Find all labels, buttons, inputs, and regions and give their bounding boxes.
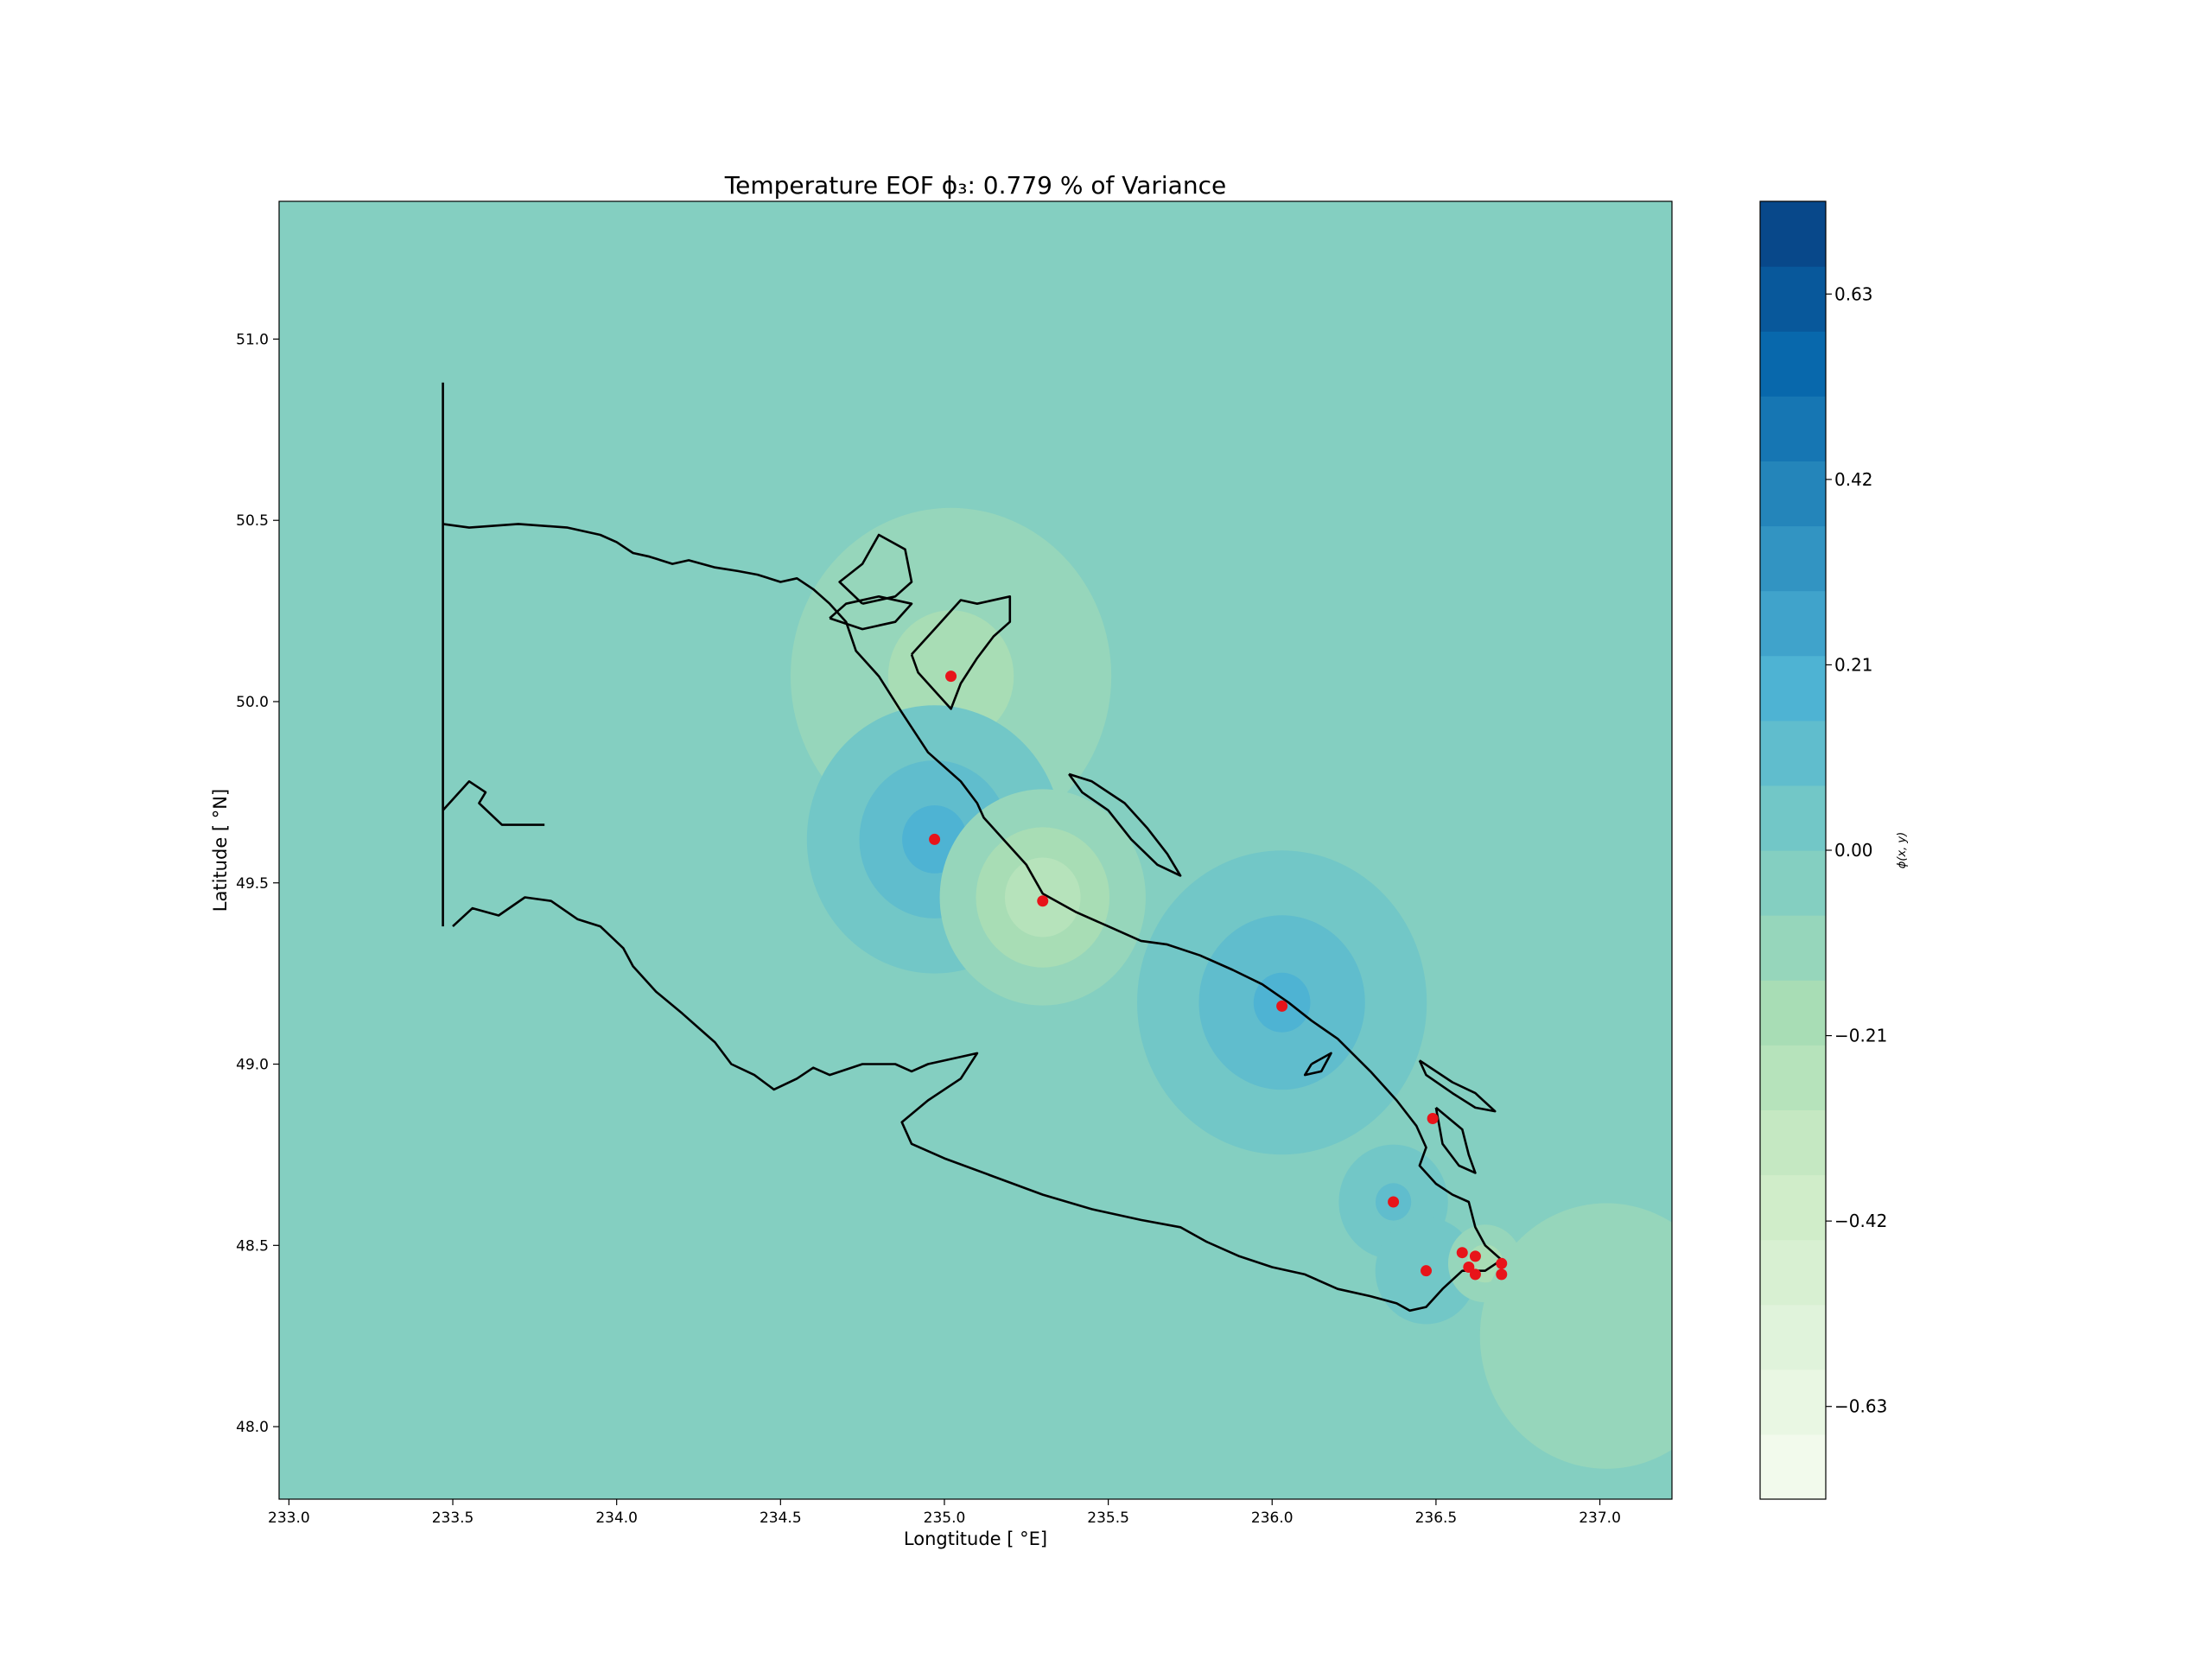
colorbar-tick-label: −0.63	[1834, 1396, 1887, 1417]
colorbar-segment	[1760, 461, 1826, 527]
colorbar-segment	[1760, 980, 1826, 1046]
plot-area	[278, 200, 1673, 1500]
coastline	[442, 382, 1503, 1313]
colorbar-segment	[1760, 1239, 1826, 1306]
colorbar-segment	[1760, 915, 1826, 981]
y-tick-label: 48.5	[236, 1237, 269, 1255]
colorbar-segment	[1760, 266, 1826, 332]
colorbar-segment	[1760, 396, 1826, 461]
colorbar-tick-label: −0.42	[1834, 1211, 1887, 1231]
station-marker	[929, 833, 941, 845]
chart-title: Temperature EOF ϕ₃: 0.779 % of Variance	[724, 171, 1226, 200]
x-tick-label: 234.0	[595, 1510, 638, 1527]
colorbar-segment	[1760, 201, 1826, 267]
colorbar-segment	[1760, 331, 1826, 397]
colorbar-segment	[1760, 525, 1826, 592]
x-tick-label: 236.5	[1415, 1510, 1458, 1527]
colorbar-segment	[1760, 1174, 1826, 1241]
y-tick-label: 50.5	[236, 512, 269, 530]
x-tick-label: 233.0	[268, 1510, 310, 1527]
coastline-segment	[1303, 1052, 1332, 1077]
x-tick-label: 233.5	[432, 1510, 474, 1527]
coastline-segment	[442, 523, 1503, 1313]
station-marker	[1421, 1265, 1433, 1277]
station-markers	[929, 671, 1508, 1281]
coastline-segment	[838, 533, 913, 605]
colorbar: −0.63 −0.42 −0.21 0.00 0.21 0.42 0.63	[1759, 200, 1887, 1500]
colorbar-segment	[1760, 590, 1826, 657]
station-marker	[1456, 1247, 1468, 1259]
colorbar-segment	[1760, 720, 1826, 786]
y-axis: 48.0 48.5 49.0 49.5 50.0 50.5 51.0	[236, 331, 279, 1436]
colorbar-segment	[1760, 850, 1826, 916]
y-tick-label: 49.0	[236, 1057, 269, 1074]
colorbar-tick-label: 0.63	[1834, 283, 1873, 304]
colorbar-segment	[1760, 1369, 1826, 1435]
colorbar-segment	[1760, 785, 1826, 851]
contour-band	[1479, 1203, 1672, 1469]
y-axis-label: Latitude [ °N]	[210, 789, 231, 912]
coastline-segment	[1434, 1106, 1477, 1174]
x-axis: 233.0 233.5 234.0 234.5 235.0 235.5 236.0 236.5…	[268, 1499, 1621, 1527]
colorbar-tick-label: 0.21	[1834, 654, 1873, 675]
station-marker	[1463, 1261, 1475, 1273]
station-marker	[1469, 1250, 1481, 1262]
colorbar-segment	[1760, 1433, 1826, 1500]
colorbar-label: ϕ(x, y)	[1896, 832, 1909, 868]
y-tick-label: 48.0	[236, 1419, 269, 1436]
coastline-segment	[829, 594, 913, 631]
colorbar-segment	[1760, 1109, 1826, 1176]
x-tick-label: 235.5	[1087, 1510, 1129, 1527]
x-tick-label: 237.0	[1579, 1510, 1621, 1527]
station-marker	[1469, 1268, 1481, 1281]
station-marker	[945, 671, 957, 683]
coastline-segment	[442, 779, 545, 826]
colorbar-tick-label: 0.42	[1834, 469, 1873, 490]
station-marker	[1496, 1257, 1508, 1269]
colorbar-tick-label: −0.21	[1834, 1026, 1887, 1046]
station-marker	[1037, 895, 1049, 907]
station-marker	[1388, 1196, 1400, 1208]
colorbar-segment	[1760, 655, 1826, 721]
x-tick-label: 234.5	[760, 1510, 802, 1527]
x-tick-label: 236.0	[1251, 1510, 1294, 1527]
coastline-segment	[1418, 1059, 1497, 1113]
station-marker	[1496, 1268, 1508, 1281]
y-tick-label: 49.5	[236, 875, 269, 893]
station-marker	[1276, 1000, 1288, 1012]
station-marker	[1427, 1112, 1439, 1124]
coastline-segment	[1068, 772, 1182, 877]
coastline-segment	[910, 594, 1012, 710]
x-axis-label: Longtitude [ °E]	[904, 1529, 1047, 1549]
y-tick-label: 50.0	[236, 694, 269, 711]
plot-frame	[278, 200, 1673, 1500]
y-tick-label: 51.0	[236, 331, 269, 348]
x-tick-label: 235.0	[924, 1510, 966, 1527]
colorbar-segment	[1760, 1045, 1826, 1110]
colorbar-segment	[1760, 1304, 1826, 1370]
colorbar-tick-label: 0.00	[1834, 840, 1873, 861]
